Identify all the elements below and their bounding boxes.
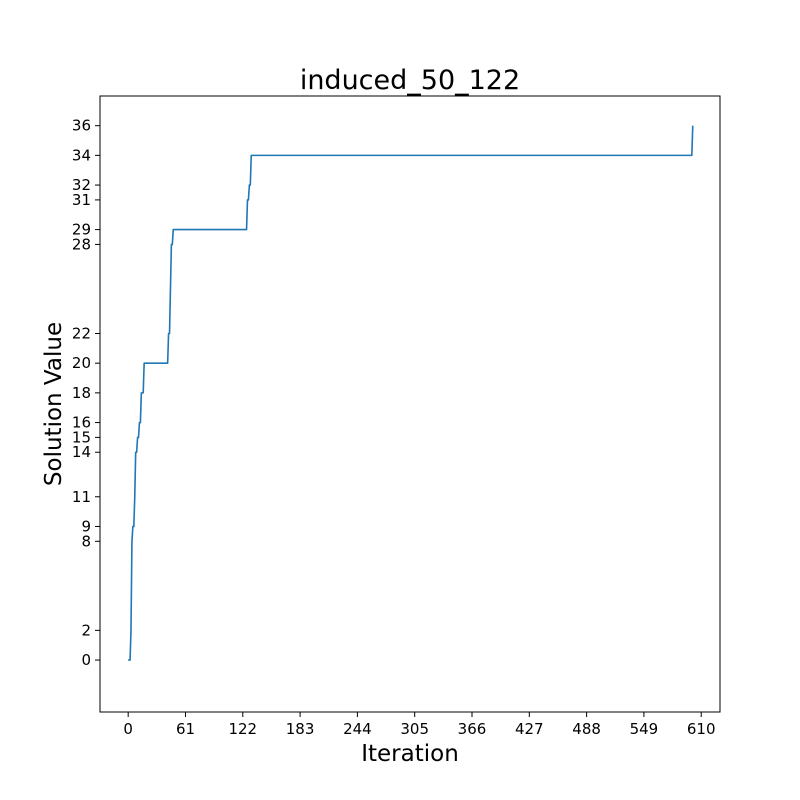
y-tick-label: 36 [72,117,91,135]
x-tick-label: 427 [515,720,544,738]
x-tick-label: 122 [228,720,257,738]
x-tick-label: 0 [123,720,133,738]
x-tick-label: 305 [400,720,429,738]
y-tick-label: 14 [72,443,91,461]
y-tick-label: 32 [72,176,91,194]
y-tick-label: 20 [72,354,91,372]
y-tick-label: 28 [72,235,91,253]
y-tick-label: 11 [72,488,91,506]
y-tick-label: 18 [72,384,91,402]
y-tick-label: 34 [72,146,91,164]
x-axis-label: Iteration [361,741,459,767]
x-tick-label: 488 [572,720,601,738]
series-layer [128,125,694,661]
y-tick-label: 15 [72,428,91,446]
x-tick-label: 366 [458,720,487,738]
y-tick-label: 29 [72,221,91,239]
plot-background [100,96,720,712]
x-tick-label: 61 [176,720,195,738]
x-axis-ticks: 0 61 122 183 244 305 366 427 488 549 610 [123,712,716,738]
y-tick-label: 22 [72,324,91,342]
x-tick-label: 549 [630,720,659,738]
series-line [128,125,694,661]
y-tick-label: 2 [81,621,91,639]
y-tick-label: 8 [81,532,91,550]
y-tick-label: 9 [81,517,91,535]
plot-frame [99,95,721,713]
y-tick-label: 0 [81,651,91,669]
chart-title: induced_50_122 [300,65,520,96]
x-tick-label: 183 [286,720,315,738]
y-axis-label: Solution Value [41,322,67,486]
y-tick-label: 16 [72,414,91,432]
y-tick-label: 31 [72,191,91,209]
x-tick-label: 244 [343,720,372,738]
x-tick-label: 610 [687,720,716,738]
